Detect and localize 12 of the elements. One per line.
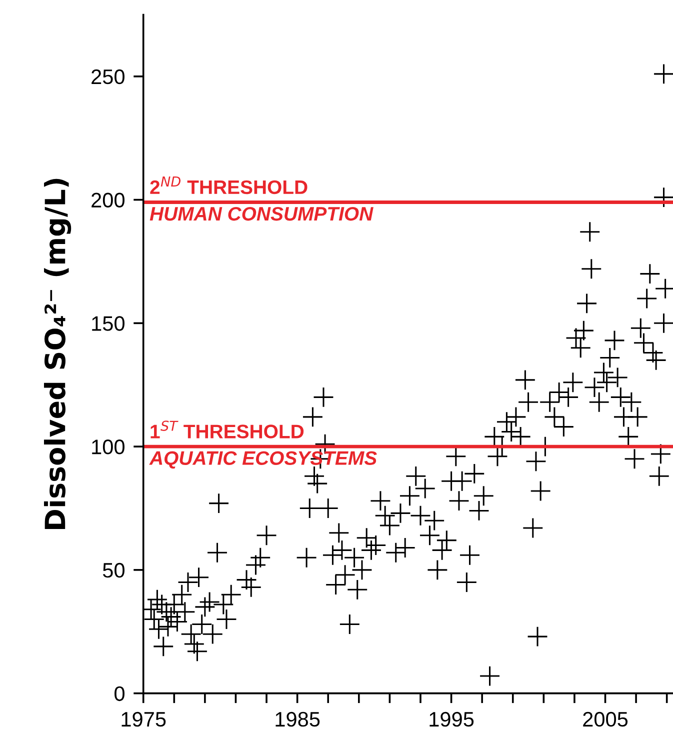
x-tick-label: 1985 — [276, 712, 320, 727]
y-tick-label: 0 — [114, 686, 124, 702]
x-tick-label: 1975 — [122, 712, 166, 727]
x-tick-label: 1995 — [430, 712, 474, 727]
y-tick-label: 100 — [92, 440, 124, 454]
y-tick-label: 200 — [92, 192, 124, 208]
y-axis-title: Dissolved SO₄²⁻ (mg/L) — [44, 178, 72, 530]
ref-line-label: 2$^{ND}$ THRESHOLD HUMAN CONSUMPTION — [150, 176, 374, 221]
y-tick-label: 250 — [92, 69, 124, 84]
y-tick-label: 150 — [92, 316, 124, 331]
x-tick-label: 2005 — [583, 712, 628, 727]
y-tick-label: 50 — [102, 562, 124, 578]
